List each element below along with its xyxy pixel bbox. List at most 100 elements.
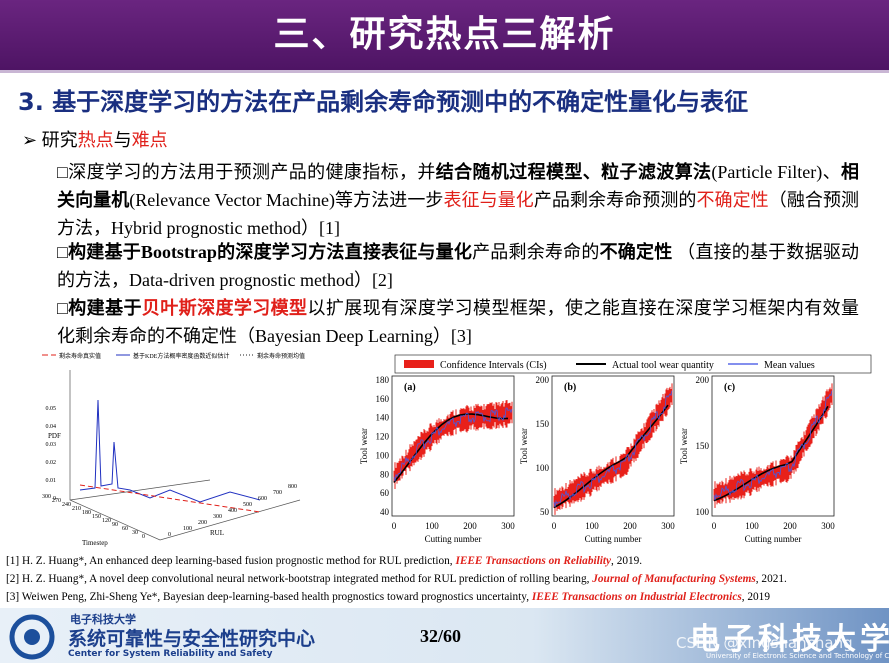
y-axis-label: PDF (48, 432, 61, 440)
y-tick-label: 120 (376, 432, 390, 442)
text-segment: 与 (113, 130, 132, 150)
y-axis-label: Tool wear (519, 428, 529, 464)
x-tick-label: 200 (623, 521, 637, 531)
text-segment: 贝叶斯深度学习模型 (141, 298, 308, 318)
text-segment: 构建基于 (68, 298, 142, 318)
text-segment: 难点 (131, 130, 168, 150)
x-tick-label: 0 (552, 521, 557, 531)
paragraph-marker: □ (57, 298, 69, 318)
x-axis-label: Cutting number (745, 534, 802, 544)
text-segment: 研究 (41, 130, 78, 150)
y-axis-label: Tool wear (679, 428, 689, 464)
legend-label: Confidence Intervals (CIs) (440, 360, 547, 371)
text-segment: 产品剩余寿命的 (472, 242, 600, 262)
center-english: Center for System Reliability and Safety (68, 649, 273, 659)
text-segment: 不确定性 (599, 242, 673, 262)
y-tick-label: 40 (380, 507, 390, 517)
bullet-text: 研究热点与难点 (42, 130, 168, 150)
y-tick-label: 0.02 (46, 460, 57, 466)
paragraph-marker: □ (57, 162, 69, 182)
mean-values (713, 390, 833, 501)
section-heading: 3. 基于深度学习的方法在产品剩余寿命预测中的不确定性量化与表征 (18, 82, 748, 117)
page-number: 32/60 (420, 626, 462, 646)
watermark: CSDN @xingshanchang (676, 634, 853, 652)
z-tick-label: 700 (273, 490, 282, 496)
z-tick-label: 100 (183, 526, 192, 532)
z-tick-label: 800 (288, 484, 297, 490)
text-segment: , 2021. (755, 573, 787, 585)
x-tick-label: 60 (122, 526, 128, 532)
y-tick-label: 200 (696, 375, 710, 385)
y-tick-label: 150 (696, 441, 710, 451)
paragraph: □构建基于贝叶斯深度学习模型以扩展现有深度学习模型框架，使之能直接在深度学习框架… (57, 294, 859, 350)
x-tick-label: 300 (821, 521, 835, 531)
y-tick-label: 50 (540, 507, 550, 517)
text-segment: (Relevance Vector Machine)等方法进一步 (129, 190, 444, 210)
text-segment: IEEE Transactions on Reliability (455, 555, 612, 567)
header: 三、研究热点三解析 (0, 0, 889, 73)
mean-values (553, 390, 673, 508)
pdf-curve (79, 399, 261, 503)
legend-label: 剩余寿命真实值 (59, 352, 101, 360)
legend-label: 基于KDE方法概率密度函数近似估计 (133, 352, 229, 360)
z-axis-label: RUL (210, 529, 224, 537)
x-tick-label: 0 (392, 521, 397, 531)
bullet-marker: ➢ (22, 130, 38, 150)
axis (69, 370, 301, 541)
x-tick-label: 300 (42, 494, 51, 500)
y-tick-label: 0.03 (46, 442, 57, 448)
paragraph: □构建基于Bootstrap的深度学习方法直接表征与量化产品剩余寿命的不确定性 … (57, 238, 859, 294)
x-tick-label: 300 (661, 521, 675, 531)
z-tick-label: 500 (243, 502, 252, 508)
y-tick-label: 0.05 (46, 406, 57, 412)
section-title: 基于深度学习的方法在产品剩余寿命预测中的不确定性量化与表征 (52, 88, 749, 116)
y-tick-label: 100 (376, 450, 390, 460)
x-tick-label: 100 (585, 521, 599, 531)
text-segment: [2] H. Z. Huang*, A novel deep convoluti… (6, 573, 593, 585)
text-segment: (Particle Filter)、 (711, 162, 841, 182)
text-segment: 以扩展现有深度学习模型框架，使之能直接在深度学习框架内有效量化剩余寿命的不确定性… (57, 298, 860, 346)
y-tick-label: 150 (536, 419, 550, 429)
y-tick-label: 100 (536, 463, 550, 473)
university-name: 电子科技大学 (70, 613, 136, 626)
text-segment: 深度学习的方法用于预测产品的健康指标，并 (68, 162, 436, 182)
university-english: University of Electronic Science and Tec… (706, 652, 889, 660)
text-segment: （融合预测方法，Hybrid prognostic method）[1] (57, 190, 860, 238)
z-tick-label: 600 (258, 496, 267, 502)
slide-title: 三、研究热点三解析 (273, 14, 616, 55)
z-tick-label: 200 (198, 520, 207, 526)
text-segment: 构建基于Bootstrap的深度学习方法直接表征与量化 (68, 242, 473, 262)
legend-label: 剩余寿命预测均值 (257, 352, 305, 360)
x-tick-label: 210 (72, 506, 81, 512)
bullet: ➢ 研究热点与难点 (22, 126, 168, 152)
text-segment: [1] H. Z. Huang*, An enhanced deep learn… (6, 555, 456, 567)
x-tick-label: 90 (112, 522, 118, 528)
section-number: 3. (18, 88, 44, 116)
paragraph-marker: □ (57, 242, 69, 262)
z-tick-label: 300 (213, 514, 222, 520)
legend-box (394, 354, 872, 374)
center-name: 系统可靠性与安全性研究中心 (68, 628, 316, 650)
reference: [3] Weiwen Peng, Zhi-Sheng Ye*, Bayesian… (6, 588, 787, 606)
university-logo: 电子科技大学 (690, 622, 889, 657)
z-tick-label: 400 (228, 508, 237, 514)
actual-wear (713, 405, 829, 502)
actual-wear (553, 404, 669, 509)
text-segment: IEEE Transactions on Industrial Electron… (531, 591, 742, 603)
y-tick-label: 160 (376, 394, 390, 404)
panel-label: (b) (564, 382, 576, 393)
x-tick-label: 120 (102, 518, 111, 524)
legend-label: Mean values (764, 360, 815, 371)
reference: [2] H. Z. Huang*, A novel deep convoluti… (6, 570, 787, 588)
x-tick-label: 100 (425, 521, 439, 531)
text-segment: 热点 (77, 130, 114, 150)
x-tick-label: 200 (463, 521, 477, 531)
text-segment: 相关向量机 (57, 162, 859, 210)
y-tick-label: 180 (376, 375, 390, 385)
z-tick-label: 0 (168, 532, 171, 538)
y-tick-label: 140 (376, 413, 390, 423)
mean-values (393, 407, 513, 482)
x-tick-label: 180 (82, 510, 91, 516)
legend-label: Actual tool wear quantity (612, 360, 714, 371)
x-tick-label: 0 (142, 534, 145, 540)
